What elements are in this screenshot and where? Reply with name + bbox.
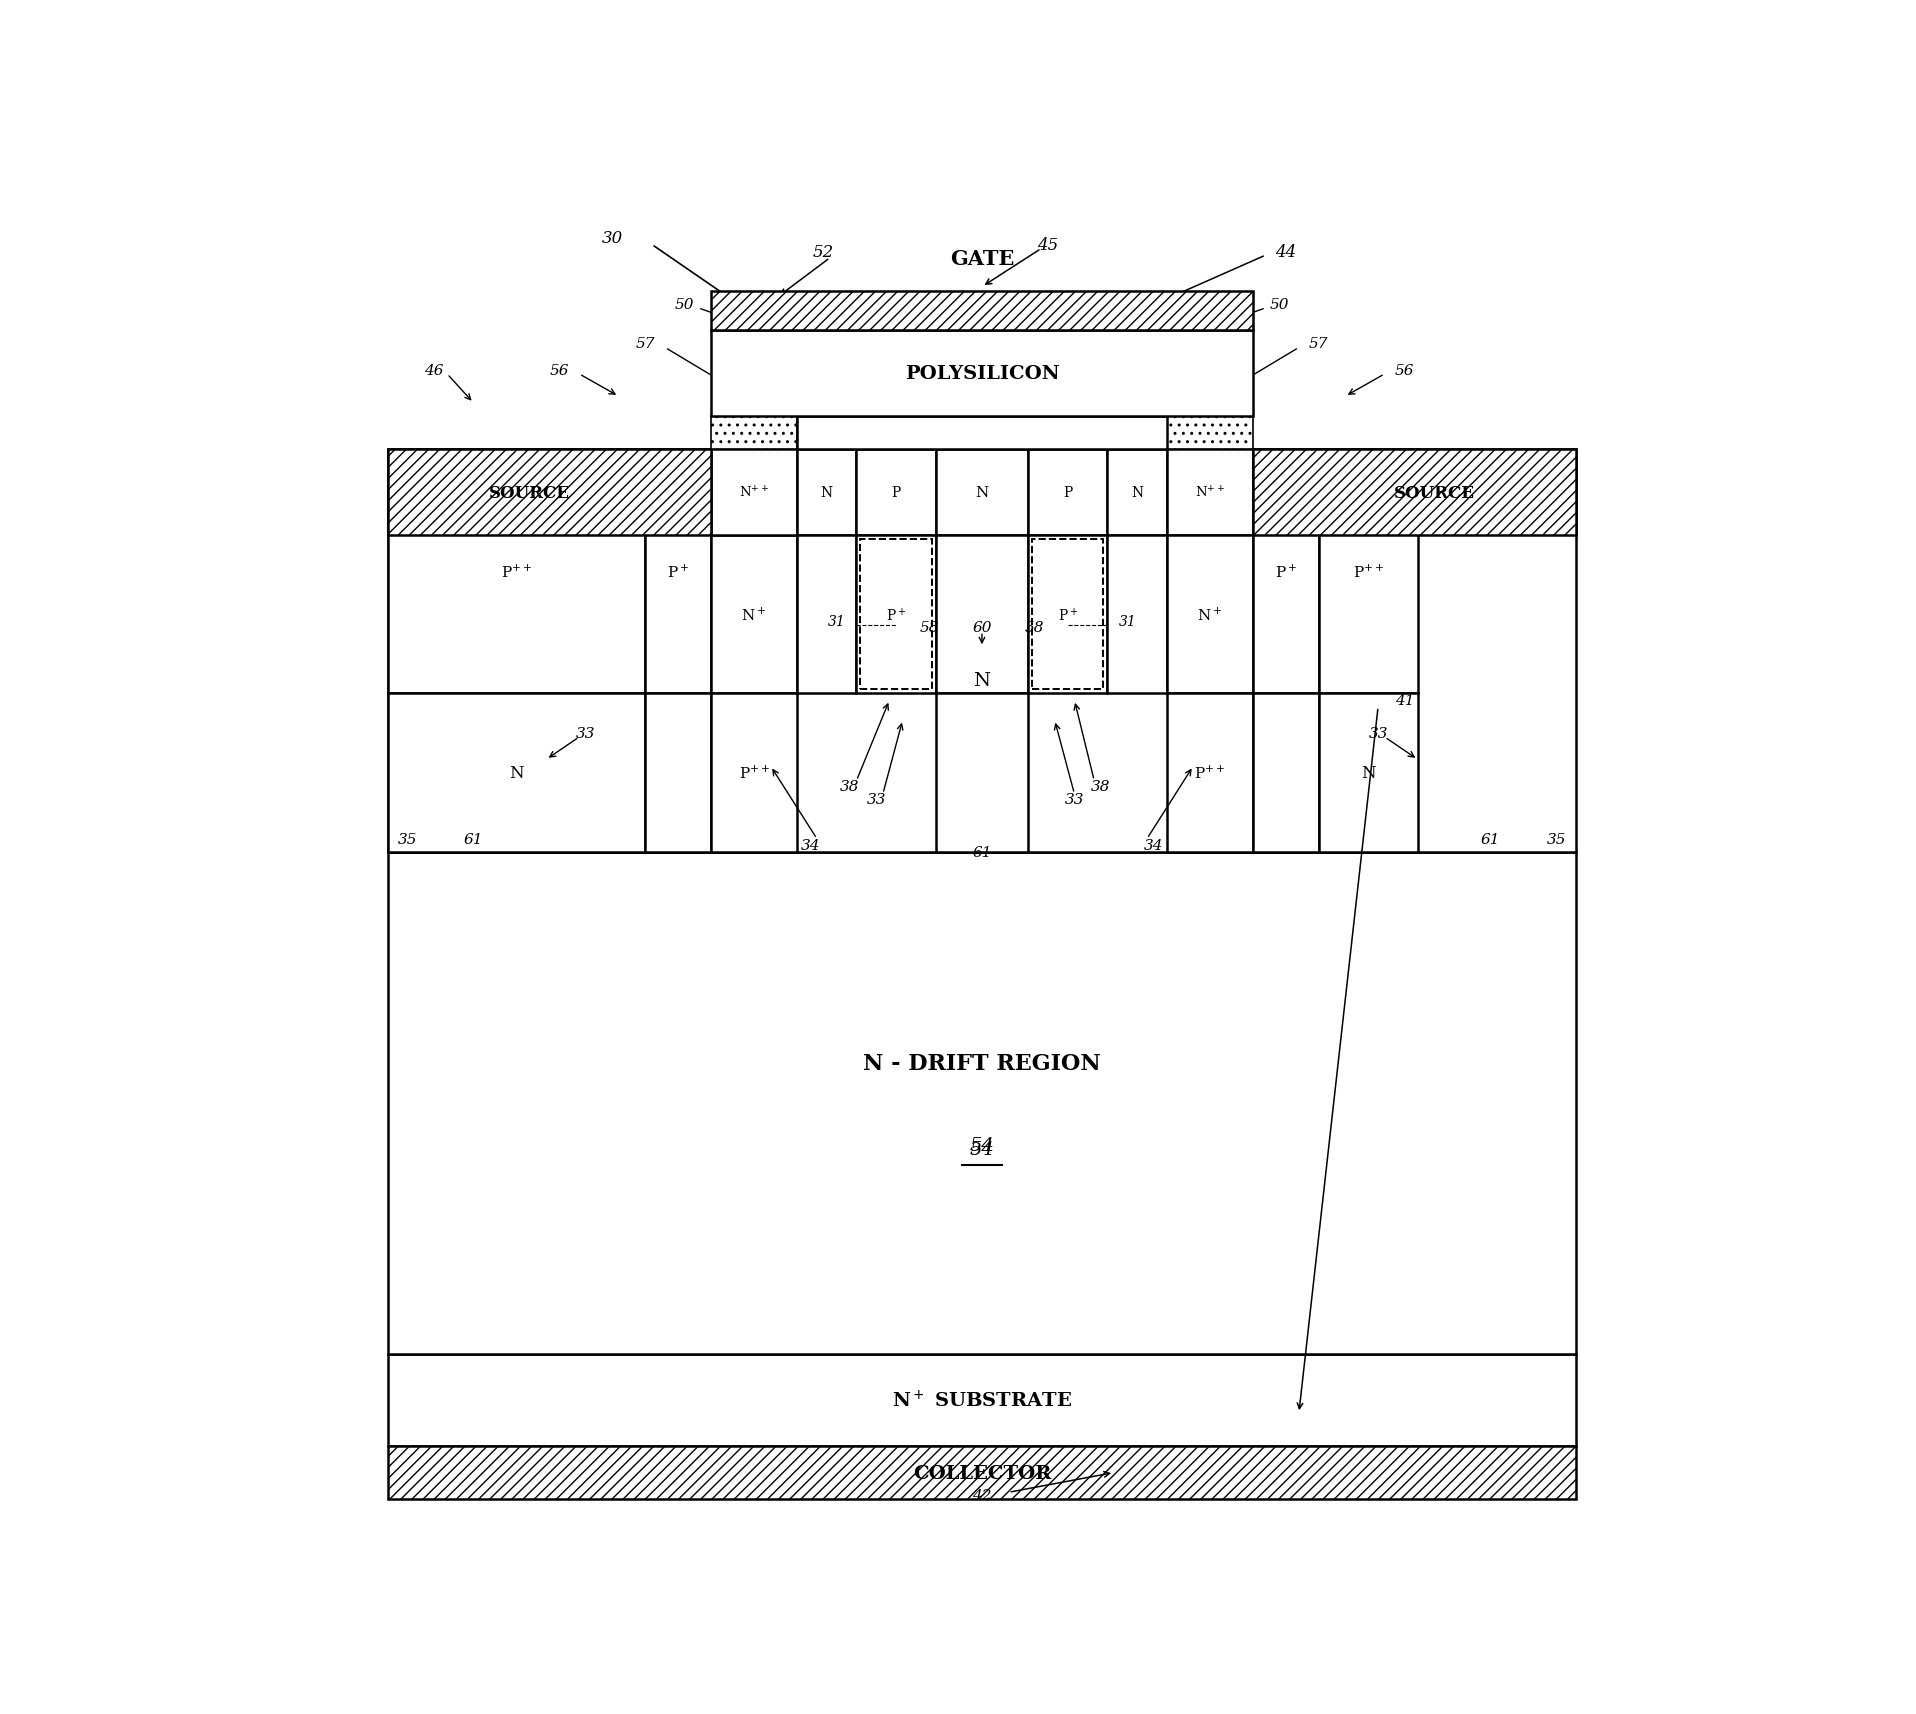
Bar bbox=[935, 694, 1029, 852]
Bar bbox=[935, 449, 1029, 535]
Text: SOURCE: SOURCE bbox=[489, 485, 571, 500]
Bar bbox=[1107, 535, 1167, 694]
Text: P$^+$: P$^+$ bbox=[1058, 607, 1079, 624]
Bar bbox=[797, 449, 856, 535]
Bar bbox=[387, 852, 1577, 1354]
Text: P: P bbox=[891, 485, 901, 500]
Text: P: P bbox=[1063, 485, 1073, 500]
Text: 31: 31 bbox=[828, 614, 845, 629]
Text: P$^+$: P$^+$ bbox=[885, 607, 906, 624]
Bar bbox=[387, 449, 711, 535]
Text: 33: 33 bbox=[1065, 792, 1084, 807]
Bar bbox=[387, 694, 646, 852]
Bar bbox=[387, 449, 1577, 852]
Bar bbox=[711, 694, 797, 852]
Text: N: N bbox=[973, 672, 991, 689]
Text: 44: 44 bbox=[1274, 243, 1297, 261]
Text: 58: 58 bbox=[1025, 620, 1044, 634]
Text: 34: 34 bbox=[801, 838, 820, 854]
Text: N$^+$ SUBSTRATE: N$^+$ SUBSTRATE bbox=[893, 1390, 1071, 1411]
Bar bbox=[711, 331, 1253, 417]
Bar bbox=[711, 535, 797, 694]
Text: 50: 50 bbox=[674, 298, 696, 312]
Text: 52: 52 bbox=[812, 243, 833, 261]
Text: 34: 34 bbox=[1144, 838, 1163, 854]
Text: 45: 45 bbox=[1037, 237, 1060, 254]
Bar bbox=[1253, 449, 1577, 535]
Text: 33: 33 bbox=[1368, 727, 1387, 740]
Text: N: N bbox=[975, 485, 989, 500]
Bar bbox=[1253, 694, 1318, 852]
Text: 33: 33 bbox=[577, 727, 596, 740]
Text: SOURCE: SOURCE bbox=[1393, 485, 1475, 500]
Text: 54: 54 bbox=[969, 1136, 994, 1154]
Bar bbox=[646, 449, 711, 694]
Text: 33: 33 bbox=[866, 792, 885, 807]
Bar bbox=[711, 449, 797, 535]
Text: 35: 35 bbox=[399, 833, 418, 847]
Bar bbox=[1107, 449, 1167, 535]
Text: N: N bbox=[1130, 485, 1144, 500]
Text: 30: 30 bbox=[602, 230, 623, 247]
Text: 57: 57 bbox=[636, 338, 655, 351]
Bar bbox=[1029, 449, 1107, 535]
Bar bbox=[797, 417, 1167, 449]
Text: N$^{++}$: N$^{++}$ bbox=[1196, 485, 1224, 500]
Text: 50: 50 bbox=[1268, 298, 1289, 312]
Bar bbox=[711, 291, 1253, 331]
Text: GATE: GATE bbox=[950, 249, 1014, 269]
Text: P$^{++}$: P$^{++}$ bbox=[1353, 564, 1383, 581]
Text: P$^{++}$: P$^{++}$ bbox=[738, 764, 770, 782]
Bar bbox=[1167, 417, 1253, 449]
Bar bbox=[387, 1447, 1577, 1500]
Bar bbox=[856, 535, 935, 694]
Text: 46: 46 bbox=[423, 363, 445, 377]
Bar bbox=[1167, 535, 1253, 694]
Text: POLYSILICON: POLYSILICON bbox=[904, 365, 1060, 382]
Bar bbox=[860, 540, 931, 691]
Text: P$^{++}$: P$^{++}$ bbox=[500, 564, 533, 581]
Text: COLLECTOR: COLLECTOR bbox=[912, 1464, 1052, 1481]
Text: N$^{++}$: N$^{++}$ bbox=[740, 485, 768, 500]
Text: N - DRIFT REGION: N - DRIFT REGION bbox=[862, 1052, 1102, 1075]
Text: 60: 60 bbox=[971, 620, 992, 634]
Text: N: N bbox=[510, 764, 523, 782]
Text: 54: 54 bbox=[969, 1140, 994, 1159]
Text: N$^+$: N$^+$ bbox=[1198, 607, 1222, 624]
Bar bbox=[1167, 449, 1253, 535]
Text: 41: 41 bbox=[1395, 694, 1414, 708]
Text: 61: 61 bbox=[971, 845, 992, 859]
Text: 38: 38 bbox=[1090, 780, 1111, 794]
Text: 56: 56 bbox=[550, 363, 569, 377]
Bar bbox=[1318, 694, 1418, 852]
Text: 58: 58 bbox=[920, 620, 939, 634]
Bar bbox=[387, 1354, 1577, 1447]
Bar bbox=[1318, 449, 1418, 694]
Text: N: N bbox=[820, 485, 833, 500]
Text: 42: 42 bbox=[971, 1488, 992, 1501]
Text: 61: 61 bbox=[1481, 833, 1500, 847]
Text: N$^+$: N$^+$ bbox=[741, 607, 766, 624]
Text: 31: 31 bbox=[1119, 614, 1136, 629]
Text: 57: 57 bbox=[1309, 338, 1328, 351]
Bar bbox=[387, 449, 646, 694]
Text: 61: 61 bbox=[464, 833, 483, 847]
Bar bbox=[856, 449, 935, 535]
Bar bbox=[1033, 540, 1104, 691]
Text: 35: 35 bbox=[1546, 833, 1565, 847]
Bar bbox=[797, 535, 856, 694]
Bar bbox=[1029, 535, 1107, 694]
Text: 38: 38 bbox=[839, 780, 860, 794]
Bar bbox=[646, 694, 711, 852]
Bar bbox=[711, 417, 797, 449]
Text: N: N bbox=[1360, 764, 1376, 782]
Text: P$^{++}$: P$^{++}$ bbox=[1194, 764, 1226, 782]
Bar bbox=[935, 535, 1029, 694]
Text: 56: 56 bbox=[1395, 363, 1414, 377]
Text: P$^+$: P$^+$ bbox=[1274, 564, 1297, 581]
Text: P$^+$: P$^+$ bbox=[667, 564, 690, 581]
Bar bbox=[1167, 694, 1253, 852]
Bar bbox=[1253, 449, 1318, 694]
